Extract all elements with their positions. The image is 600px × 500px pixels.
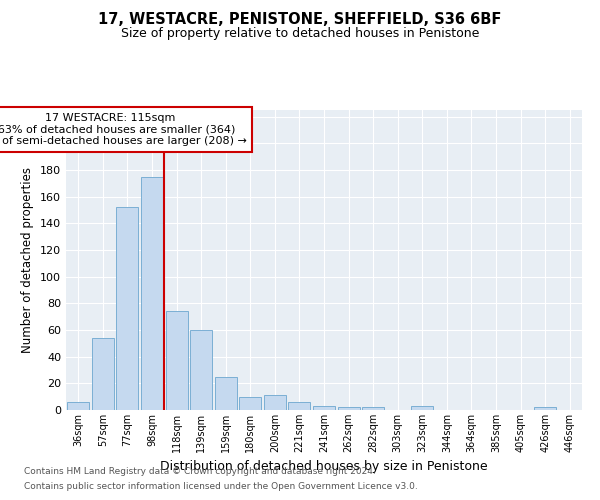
Bar [264,396,286,410]
Bar [338,408,359,410]
Bar [411,406,433,410]
Bar [92,338,114,410]
Bar [166,312,188,410]
X-axis label: Distribution of detached houses by size in Penistone: Distribution of detached houses by size … [160,460,488,473]
Text: Size of property relative to detached houses in Penistone: Size of property relative to detached ho… [121,28,479,40]
Bar [313,406,335,410]
Text: 17 WESTACRE: 115sqm
← 63% of detached houses are smaller (364)
36% of semi-detac: 17 WESTACRE: 115sqm ← 63% of detached ho… [0,113,247,146]
Bar [534,408,556,410]
Bar [141,176,163,410]
Text: 17, WESTACRE, PENISTONE, SHEFFIELD, S36 6BF: 17, WESTACRE, PENISTONE, SHEFFIELD, S36 … [98,12,502,28]
Text: Contains public sector information licensed under the Open Government Licence v3: Contains public sector information licen… [24,482,418,491]
Bar [362,408,384,410]
Bar [190,330,212,410]
Y-axis label: Number of detached properties: Number of detached properties [22,167,34,353]
Bar [116,208,139,410]
Bar [239,396,262,410]
Bar [67,402,89,410]
Bar [215,376,237,410]
Bar [289,402,310,410]
Text: Contains HM Land Registry data © Crown copyright and database right 2024.: Contains HM Land Registry data © Crown c… [24,467,376,476]
